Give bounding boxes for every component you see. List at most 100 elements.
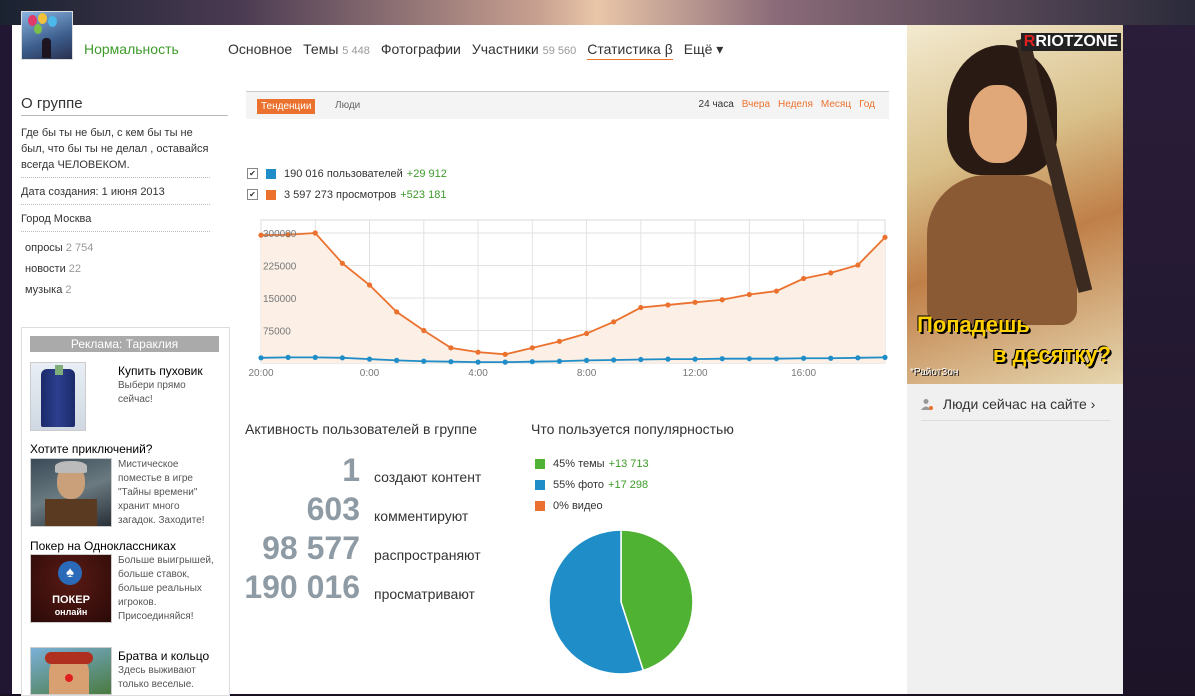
poker-image[interactable]: ♠ ПОКЕР онлайн	[30, 554, 112, 623]
site-background-right	[1123, 25, 1195, 694]
ad-title[interactable]: Купить пуховик	[118, 364, 203, 378]
site-background-top	[0, 0, 1195, 25]
activity-count: 603	[306, 491, 360, 527]
users-data-point	[665, 356, 671, 362]
series-area	[261, 233, 885, 363]
users-data-point	[312, 354, 318, 360]
game-image[interactable]	[30, 458, 112, 527]
users-checkbox[interactable]: ✔	[247, 168, 258, 179]
pie-legend-photos: 55% фото +17 298	[535, 474, 649, 495]
brotherhood-image[interactable]	[30, 647, 112, 695]
users-data-point	[611, 357, 617, 363]
views-data-point	[611, 319, 617, 325]
views-data-point	[719, 297, 725, 303]
legend-users: ✔ 190 016 пользователей +29 912	[247, 163, 447, 184]
users-delta: +29 912	[406, 167, 447, 180]
ad-text: Здесь выживают только веселые.	[118, 665, 196, 690]
views-data-point	[583, 330, 590, 337]
activity-row-view: 190 016 просматривают	[244, 569, 546, 608]
views-data-point	[855, 262, 861, 268]
x-tick-label: 20:00	[248, 368, 273, 379]
activity-label: распространяют	[374, 547, 481, 563]
pie-legend: 45% темы +13 713 55% фото +17 298 0% вид…	[535, 453, 649, 516]
ad-adventure[interactable]: Хотите приключений? Мистическое поместье…	[30, 440, 225, 530]
link-polls[interactable]: опросы 2 754	[25, 242, 94, 254]
views-data-point	[692, 299, 698, 305]
ad-title[interactable]: Хотите приключений?	[30, 442, 153, 456]
users-data-point	[258, 355, 264, 361]
users-data-point	[638, 356, 644, 363]
views-data-point	[529, 345, 535, 351]
activity-count: 98 577	[262, 530, 360, 566]
views-data-point	[502, 351, 508, 357]
group-name-link[interactable]: Нормальность	[84, 41, 179, 57]
users-data-point	[828, 355, 834, 361]
users-data-point	[801, 355, 807, 361]
x-tick-label: 16:00	[791, 368, 816, 379]
activity-title: Активность пользователей в группе	[245, 421, 477, 437]
nav-tab-more[interactable]: Ещё ▾	[683, 41, 724, 57]
y-tick-label: 150000	[263, 294, 297, 305]
users-data-point	[583, 357, 590, 363]
riotzone-logo: RRIOTZONE	[1020, 33, 1121, 51]
y-tick-label: 225000	[263, 262, 297, 273]
person-icon	[921, 397, 933, 410]
nav-tab-statistics[interactable]: Статистика β	[587, 41, 673, 60]
activity-count: 190 016	[244, 569, 360, 605]
tab-trends[interactable]: Тенденции	[257, 99, 316, 114]
topics-delta: +13 713	[608, 457, 649, 470]
nav-tab-photos[interactable]: Фотографии	[380, 41, 461, 57]
about-description: Где бы ты не был, с кем бы ты не был, чт…	[21, 125, 210, 178]
activity-row-create: 1 создают контент	[246, 452, 546, 491]
popularity-pie-chart	[548, 529, 694, 675]
views-data-point	[665, 302, 671, 308]
period-month[interactable]: Месяц	[820, 99, 852, 110]
views-data-point	[285, 232, 291, 238]
link-music[interactable]: музыка 2	[25, 284, 72, 296]
views-total: 3 597 273 просмотров	[284, 188, 397, 201]
period-24h[interactable]: 24 часа	[698, 99, 734, 110]
activity-label: комментируют	[374, 508, 469, 524]
users-swatch	[266, 168, 276, 179]
ad-brotherhood[interactable]: Братва и кольцо Здесь выживают только ве…	[30, 647, 225, 695]
section-links: опросы 2 754 новости 22 музыка 2	[21, 242, 228, 305]
popularity-title: Что пользуется популярностью	[531, 421, 734, 437]
pie-slice	[620, 529, 694, 672]
users-data-point	[285, 354, 291, 360]
users-data-point	[502, 359, 508, 365]
city[interactable]: Город Москва	[21, 205, 210, 232]
y-tick-label: 300000	[263, 229, 297, 240]
period-week[interactable]: Неделя	[778, 99, 813, 110]
link-news[interactable]: новости 22	[25, 263, 82, 275]
people-online-link[interactable]: Люди сейчас на сайте ›	[921, 396, 1110, 421]
x-tick-label: 12:00	[683, 368, 708, 379]
views-data-point	[258, 232, 264, 238]
spade-icon: ♠	[58, 561, 82, 585]
pie-legend-video: 0% видео	[535, 495, 649, 516]
nav-tab-members[interactable]: Участники 59 560	[471, 41, 577, 57]
nav-tab-topics[interactable]: Темы 5 448	[303, 41, 370, 57]
users-data-point	[421, 358, 427, 364]
group-avatar[interactable]	[21, 11, 73, 60]
period-yesterday[interactable]: Вчера	[741, 99, 771, 110]
tab-people[interactable]: Люди	[335, 100, 361, 111]
ads-header: Реклама: Тараклия	[30, 336, 219, 352]
legend-views: ✔ 3 597 273 просмотров +523 181	[247, 184, 447, 205]
ad-poker[interactable]: Покер на Одноклассниках ♠ ПОКЕР онлайн Б…	[30, 537, 225, 642]
views-data-point	[421, 327, 427, 334]
users-data-point	[366, 356, 373, 362]
views-data-point	[448, 345, 454, 351]
ad-jacket[interactable]: Купить пуховик Выбери прямо сейчас!	[30, 362, 220, 432]
about-title: О группе	[21, 95, 228, 116]
period-year[interactable]: Год	[859, 99, 875, 110]
banner-slogan: Попадешь в десятку?	[917, 312, 1111, 367]
ad-title[interactable]: Покер на Одноклассниках	[30, 539, 176, 553]
nav-tab-main[interactable]: Основное	[228, 41, 293, 57]
views-data-point	[556, 338, 563, 344]
ad-title[interactable]: Братва и кольцо	[118, 649, 210, 663]
ads-block: Реклама: Тараклия Купить пуховик Выбери …	[21, 327, 230, 696]
jacket-image[interactable]	[30, 362, 86, 431]
riotzone-ad-banner[interactable]: RRIOTZONE Попадешь в десятку? *РайотЗон	[907, 25, 1123, 384]
ad-text: Мистическое поместье в игре "Тайны време…	[118, 459, 205, 526]
views-checkbox[interactable]: ✔	[247, 189, 258, 200]
